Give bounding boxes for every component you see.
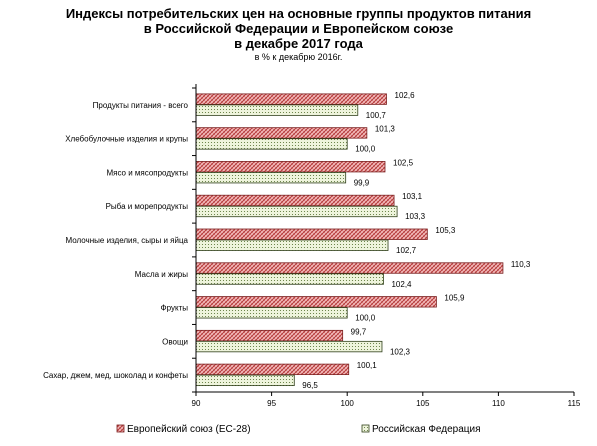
category-label: Молочные изделия, сыры и яйца [66, 236, 189, 245]
value-label-ru: 100,0 [355, 314, 376, 323]
bar-eu [195, 329, 344, 342]
legend-label-eu: Европейский союз (ЕС-28) [127, 424, 251, 435]
value-label-eu: 103,1 [402, 192, 423, 201]
bar-eu [195, 363, 350, 376]
value-label-ru: 102,4 [391, 280, 412, 289]
bar-eu [195, 262, 504, 274]
chart-title-block: Индексы потребительских цен на основные … [0, 6, 597, 63]
x-tick-label: 95 [267, 399, 276, 408]
legend-swatch-ru [361, 424, 370, 433]
bar-eu [195, 93, 387, 105]
value-label-eu: 105,3 [435, 226, 456, 235]
x-tick-label: 90 [192, 399, 201, 408]
category-label: Мясо и мясопродукты [106, 168, 188, 177]
value-label-ru: 99,9 [354, 178, 370, 187]
bar-ru [195, 307, 348, 319]
x-tick-label: 105 [416, 399, 430, 408]
bar-eu [195, 127, 368, 139]
legend-label-ru: Российская Федерация [372, 424, 481, 435]
chart-title-line-2: в Российской Федерации и Европейском сою… [143, 21, 454, 36]
category-label: Масла и жиры [135, 270, 189, 279]
category-label: Рыба и морепродукты [106, 202, 189, 211]
x-tick-label: 115 [568, 399, 581, 408]
chart-title-line-1: Индексы потребительских цен на основные … [65, 6, 532, 21]
value-label-eu: 100,1 [357, 361, 378, 370]
category-label: Фрукты [161, 304, 189, 313]
bar-ru [195, 239, 389, 251]
chart-title-line-3: в декабре 2017 года [234, 36, 363, 51]
value-label-eu: 105,9 [444, 294, 465, 303]
category-label: Овощи [162, 337, 188, 346]
bar-eu [195, 194, 395, 207]
legend-swatch-eu [116, 424, 125, 433]
value-label-ru: 102,7 [396, 246, 417, 255]
chart-subtitle: в % к декабрю 2016г. [254, 52, 343, 62]
bar-ru [195, 374, 295, 387]
bar-ru [195, 104, 359, 116]
category-label: Продукты питания - всего [93, 101, 189, 110]
value-label-ru: 100,0 [355, 145, 376, 154]
category-label: Хлебобулочные изделия и крупы [65, 135, 188, 144]
value-label-eu: 110,3 [511, 260, 531, 269]
value-label-eu: 102,5 [393, 158, 414, 167]
bar-ru [195, 340, 383, 353]
value-label-ru: 96,5 [302, 381, 318, 390]
x-tick-label: 110 [492, 399, 505, 408]
value-label-ru: 102,3 [390, 347, 411, 356]
value-label-eu: 99,7 [351, 327, 367, 336]
value-label-ru: 103,3 [405, 212, 426, 221]
bar-ru [195, 138, 348, 150]
bar-eu [195, 161, 386, 173]
x-tick-label: 100 [341, 399, 355, 408]
value-label-eu: 101,3 [375, 125, 396, 134]
value-label-eu: 102,6 [395, 91, 416, 100]
bar-eu [195, 228, 428, 240]
bar-ru [195, 273, 384, 285]
bar-eu [195, 296, 437, 308]
bar-ru [195, 205, 398, 218]
bar-ru [195, 172, 347, 184]
category-label: Сахар, джем, мед, шоколад и конфеты [43, 371, 188, 380]
value-label-ru: 100,7 [366, 111, 387, 120]
